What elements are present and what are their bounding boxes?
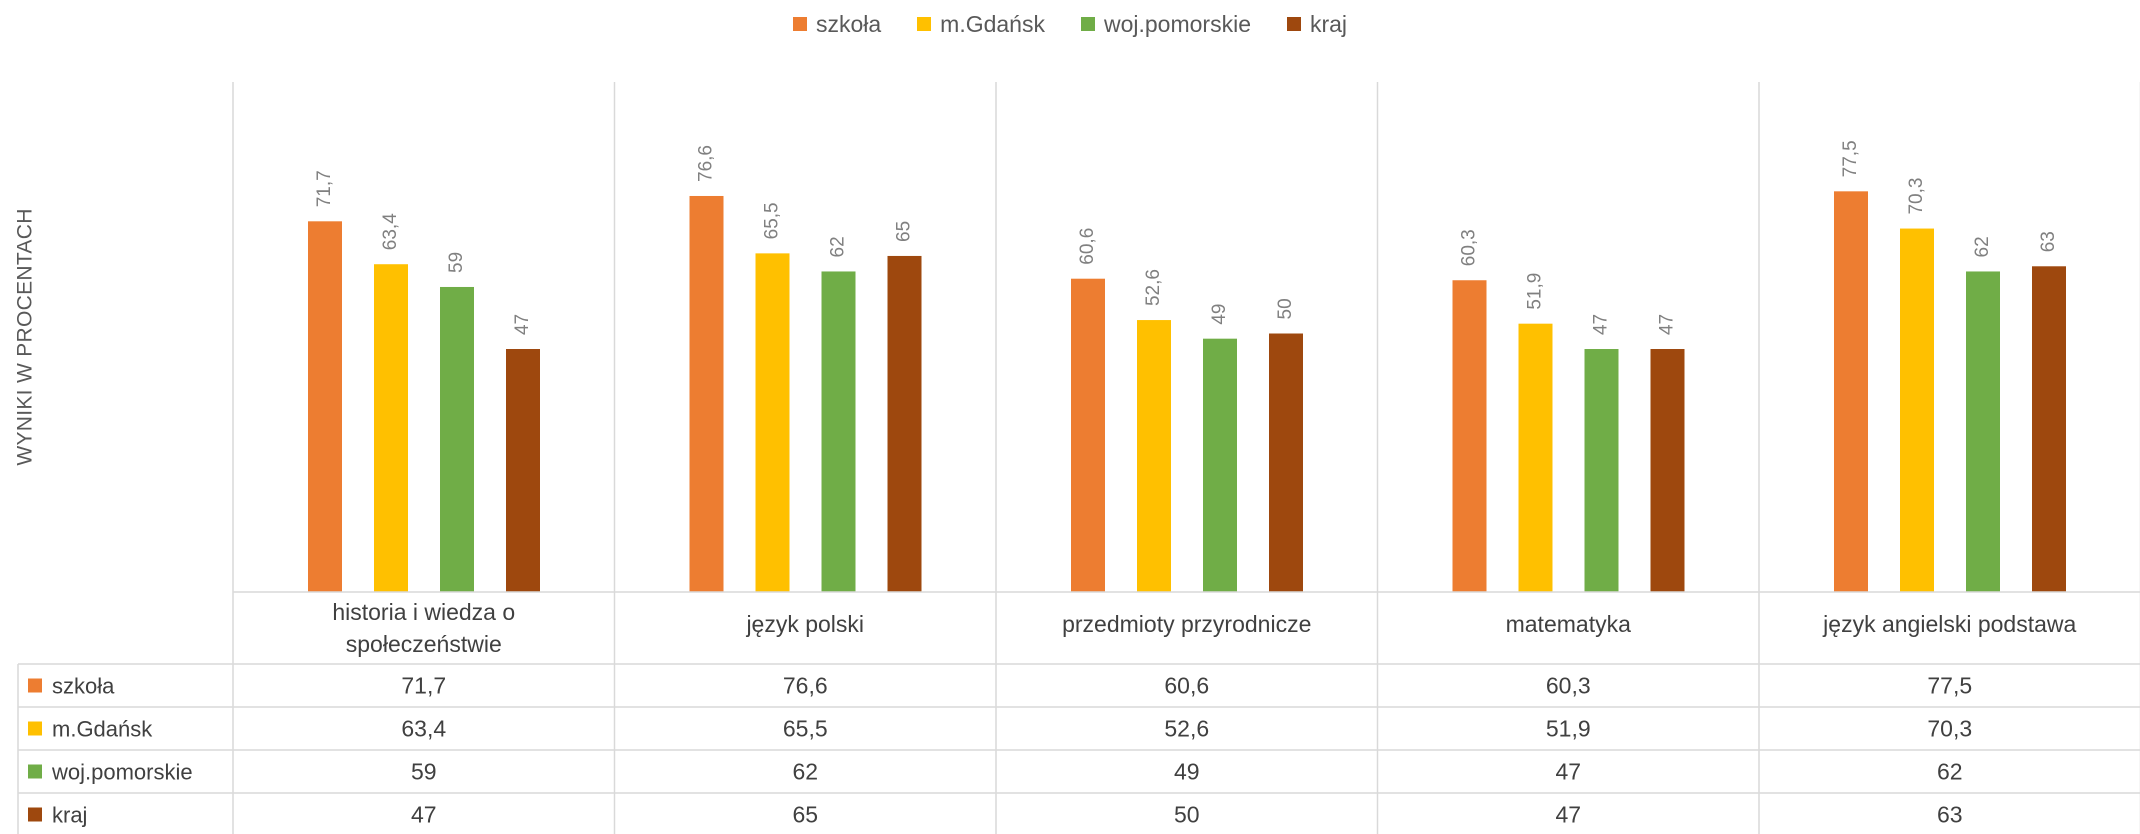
category-label: język angielski podstawa [1822,611,2076,637]
bar [2032,266,2066,592]
table-row-swatch [28,678,42,693]
category-label: przedmioty przyrodnicze [1062,611,1311,637]
table-cell: 62 [792,759,818,785]
data-label: 52,6 [1143,269,1164,306]
data-label: 70,3 [1906,178,1927,215]
table-cell: 50 [1174,802,1200,828]
data-label: 76,6 [696,145,717,182]
table-cell: 59 [411,759,437,785]
legend-label: woj.pomorskie [1103,10,1251,37]
legend-item: m.Gdańsk [917,11,1045,38]
data-label: 47 [1591,314,1612,335]
table-cell: 60,6 [1164,673,1209,699]
category-label: matematyka [1506,611,1631,637]
table-cell: 76,6 [783,673,828,699]
data-label: 62 [1972,236,1993,257]
legend-label: szkoła [815,10,882,37]
data-label: 65 [894,221,915,242]
legend: szkoła m.Gdańsk woj.pomorskie kraj [0,0,2140,48]
legend-swatch [1080,17,1095,31]
table-cell: 65,5 [783,716,828,742]
table-row-name: szkoła [52,674,115,699]
bar [1071,278,1105,592]
table-cell: 70,3 [1927,716,1972,742]
bar [440,286,474,592]
table-cell: 51,9 [1546,716,1591,742]
bar [821,271,856,592]
bar [755,253,790,593]
bar [308,221,342,592]
table-row-swatch [28,807,42,822]
table-row-name: kraj [52,803,87,828]
table-cell: 62 [1937,759,1963,785]
legend-label: kraj [1309,10,1348,37]
data-label: 63 [2038,231,2059,252]
table-cell: 63,4 [401,716,446,742]
bar [1203,338,1237,592]
bar [506,349,540,592]
data-label: 62 [828,236,849,257]
legend-item: woj.pomorskie [1080,10,1251,38]
table-cell: 47 [1555,802,1581,828]
category-label: historia i wiedza o [332,599,515,625]
table-cell: 52,6 [1164,716,1209,742]
bar [1518,323,1553,592]
table-row-name: m.Gdańsk [52,717,153,742]
data-label: 49 [1209,304,1230,325]
data-label: 71,7 [314,170,335,207]
legend-swatch [1286,17,1301,31]
table-cell: 63 [1937,802,1963,828]
bar [1584,349,1619,592]
table-cell: 60,3 [1546,673,1591,699]
table-row-name: woj.pomorskie [51,760,193,785]
data-label: 47 [1657,314,1678,335]
legend-label: m.Gdańsk [940,10,1045,37]
bar [887,255,922,592]
bar [374,264,408,592]
data-label: 65,5 [762,202,783,239]
data-label: 51,9 [1525,273,1546,310]
bar [1834,191,1868,592]
bar [1966,271,2000,592]
bar [1650,349,1685,592]
legend-swatch [917,17,932,31]
table-cell: 49 [1174,759,1200,785]
bar [1137,320,1171,592]
bar [1269,333,1303,592]
category-label: społeczeństwie [346,631,502,657]
data-label: 59 [446,252,467,273]
data-label: 60,6 [1077,228,1098,265]
bar [689,195,724,592]
data-label: 47 [512,314,533,335]
table-cell: 71,7 [401,673,446,699]
data-label: 63,4 [380,213,401,250]
data-label: 60,3 [1459,229,1480,266]
table-row-swatch [28,721,42,736]
table-cell: 47 [1555,759,1581,785]
bar [1900,228,1934,592]
table-cell: 47 [411,802,437,828]
table-cell: 65 [792,802,818,828]
legend-swatch [792,17,807,31]
table-cell: 77,5 [1927,673,1972,699]
category-label: język polski [745,611,864,637]
bar [1452,280,1487,592]
legend-item: szkoła [792,10,882,38]
table-row-swatch [28,764,42,779]
legend-item: kraj [1286,10,1348,38]
data-label: 50 [1275,298,1296,319]
data-label: 77,5 [1840,140,1861,177]
